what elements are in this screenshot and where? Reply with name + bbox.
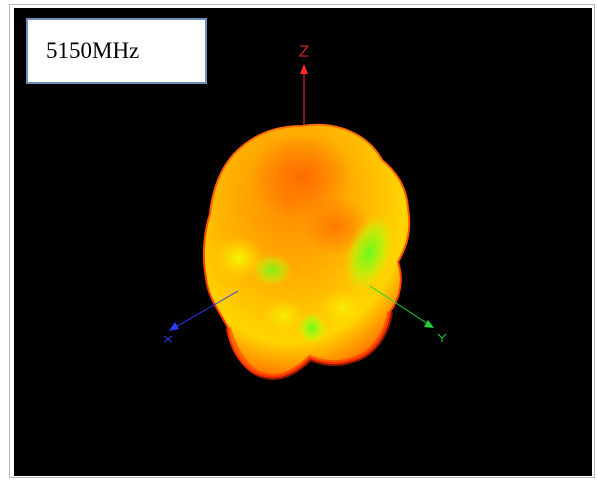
y-axis [369,285,447,342]
radiation-pattern-3d [163,45,447,380]
frequency-label-box: 5150MHz [26,18,207,84]
frequency-label: 5150MHz [46,38,140,63]
radiation-pattern-lobe [202,123,411,380]
radiation-pattern-viewport[interactable]: 5150MHz [14,8,592,476]
x-axis [163,290,239,343]
z-axis-label [298,45,310,57]
